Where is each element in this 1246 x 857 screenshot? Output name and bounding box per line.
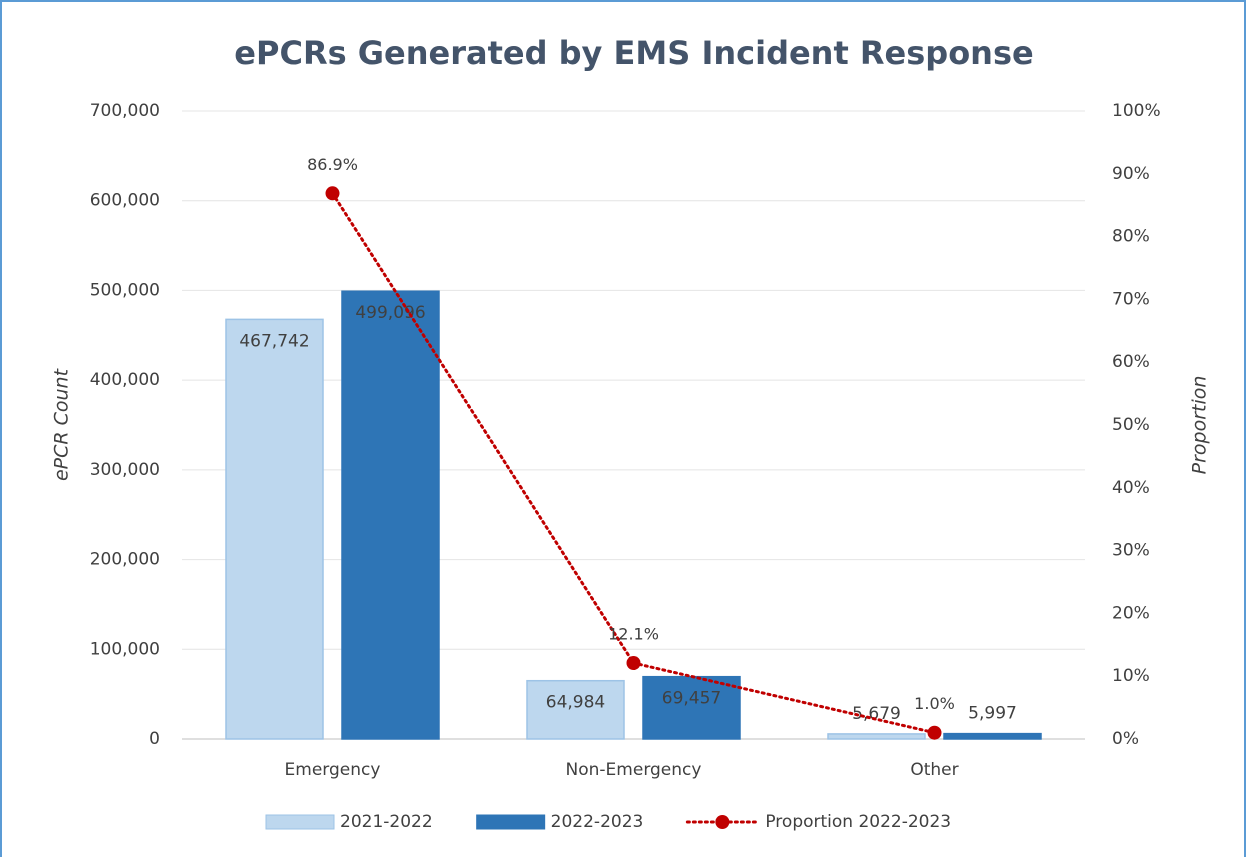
data-label: 86.9% bbox=[307, 155, 358, 174]
data-label: 499,096 bbox=[355, 303, 425, 323]
x-tick-label: Other bbox=[910, 760, 958, 780]
y2-tick-label: 0% bbox=[1112, 729, 1139, 749]
line-marker bbox=[626, 656, 641, 671]
bar bbox=[526, 679, 625, 740]
data-label: 5,997 bbox=[968, 704, 1017, 724]
y2-tick-label: 70% bbox=[1112, 289, 1150, 309]
y2-tick-label: 40% bbox=[1112, 478, 1150, 498]
x-tick-label: Non-Emergency bbox=[566, 760, 702, 780]
y2-tick-label: 20% bbox=[1112, 603, 1150, 623]
data-label: 12.1% bbox=[608, 625, 659, 644]
y-axis-title: ePCR Count bbox=[51, 367, 73, 481]
bar bbox=[943, 732, 1042, 740]
y2-tick-label: 90% bbox=[1112, 164, 1150, 184]
data-label: 467,742 bbox=[239, 331, 309, 351]
line-marker bbox=[927, 725, 942, 740]
legend-label: Proportion 2022-2023 bbox=[765, 812, 951, 832]
bar bbox=[341, 290, 440, 740]
bar bbox=[642, 675, 741, 740]
y-tick-label: 500,000 bbox=[90, 280, 160, 300]
chart-title: ePCRs Generated by EMS Incident Response bbox=[234, 34, 1033, 72]
y-tick-label: 200,000 bbox=[90, 550, 160, 570]
y-tick-label: 100,000 bbox=[90, 639, 160, 659]
y2-tick-label: 60% bbox=[1112, 352, 1150, 372]
legend-label: 2022-2023 bbox=[551, 812, 644, 832]
legend-swatch bbox=[265, 814, 335, 830]
y-tick-label: 300,000 bbox=[90, 460, 160, 480]
y2-tick-label: 30% bbox=[1112, 541, 1150, 561]
line-marker bbox=[325, 186, 340, 201]
y2-tick-label: 50% bbox=[1112, 415, 1150, 435]
y-tick-label: 700,000 bbox=[90, 101, 160, 121]
y2-axis-title: Proportion bbox=[1189, 376, 1211, 475]
y-tick-label: 400,000 bbox=[90, 370, 160, 390]
y2-tick-label: 80% bbox=[1112, 227, 1150, 247]
bar bbox=[225, 318, 324, 740]
bar bbox=[827, 733, 926, 740]
legend-marker bbox=[715, 815, 730, 829]
data-label: 5,679 bbox=[852, 704, 901, 724]
y-tick-label: 600,000 bbox=[90, 191, 160, 211]
legend-swatch bbox=[476, 814, 546, 830]
data-label: 64,984 bbox=[546, 693, 605, 713]
y2-tick-label: 100% bbox=[1112, 101, 1161, 121]
x-tick-label: Emergency bbox=[285, 760, 381, 780]
legend-label: 2021-2022 bbox=[340, 812, 433, 832]
data-label: 69,457 bbox=[662, 689, 721, 709]
y-tick-label: 0 bbox=[149, 729, 160, 749]
y2-tick-label: 10% bbox=[1112, 666, 1150, 686]
data-label: 1.0% bbox=[914, 694, 955, 713]
